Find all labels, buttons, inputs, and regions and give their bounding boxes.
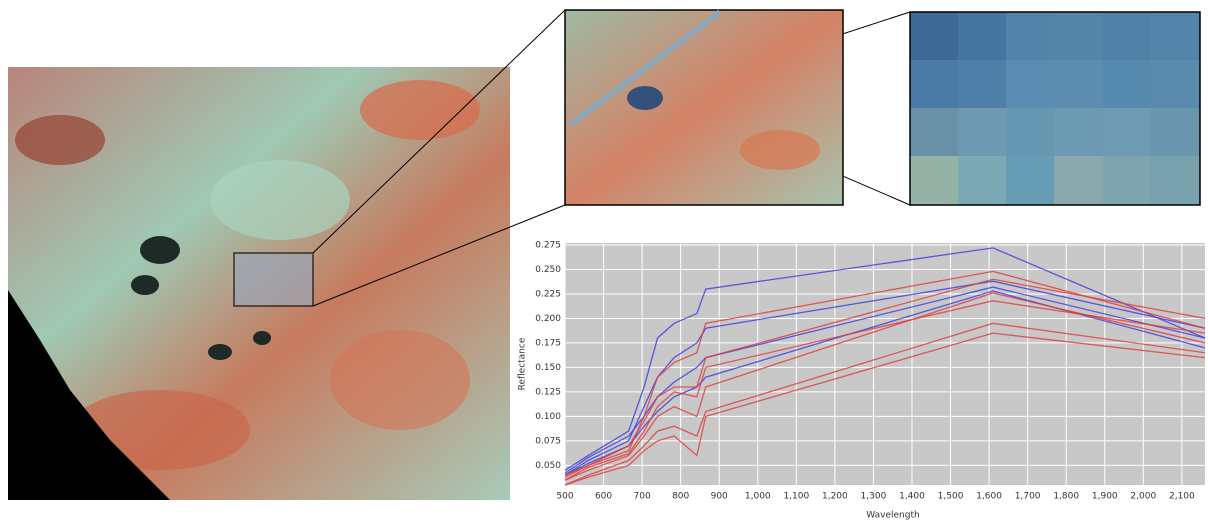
y-tick-label: 0.150	[535, 363, 561, 373]
x-tick-label: 2,100	[1169, 492, 1195, 502]
y-tick-label: 0.100	[535, 412, 561, 422]
zoomed-image	[564, 9, 844, 206]
x-tick-label: 1,700	[1015, 492, 1041, 502]
satellite-image	[8, 67, 510, 500]
spectrum-line	[564, 300, 1206, 481]
x-tick-label: 1,000	[745, 492, 771, 502]
spectrum-line	[564, 322, 1206, 486]
x-tick-label: 1,300	[861, 492, 887, 502]
x-tick-label: 1,100	[783, 492, 809, 502]
x-tick-label: 500	[556, 492, 573, 502]
spectrum-line	[564, 247, 1206, 471]
spectral-chart: Wavelength Reflectance 0.050 0.075 0.100 0.…	[518, 240, 1206, 521]
x-tick-label: 800	[672, 492, 689, 502]
x-tick-label: 1,500	[938, 492, 964, 502]
spectrum-line	[564, 278, 1206, 478]
x-axis-title: Wavelength	[866, 511, 919, 521]
y-tick-label: 0.225	[535, 289, 561, 299]
spectrum-line	[564, 332, 1206, 486]
y-tick-label: 0.250	[535, 265, 561, 275]
x-tick-label: 1,200	[822, 492, 848, 502]
spectrum-line	[564, 280, 1206, 476]
y-tick-label: 0.050	[535, 461, 561, 471]
pixel-grid	[909, 11, 1201, 206]
x-tick-label: 700	[634, 492, 651, 502]
x-tick-label: 900	[711, 492, 728, 502]
spectrum-line	[564, 292, 1206, 481]
x-tick-label: 1,600	[976, 492, 1002, 502]
y-tick-label: 0.125	[535, 387, 561, 397]
x-tick-label: 1,900	[1092, 492, 1118, 502]
x-tick-label: 600	[595, 492, 612, 502]
y-tick-label: 0.075	[535, 436, 561, 446]
spectrum-line	[564, 270, 1206, 476]
spectrum-line	[564, 286, 1206, 474]
x-tick-label: 2,000	[1130, 492, 1156, 502]
x-tick-label: 1,800	[1053, 492, 1079, 502]
x-tick-label: 1,400	[899, 492, 925, 502]
y-tick-label: 0.200	[535, 314, 561, 324]
y-tick-label: 0.175	[535, 338, 561, 348]
y-axis-title: Reflectance	[518, 337, 528, 390]
y-tick-label: 0.275	[535, 240, 561, 250]
